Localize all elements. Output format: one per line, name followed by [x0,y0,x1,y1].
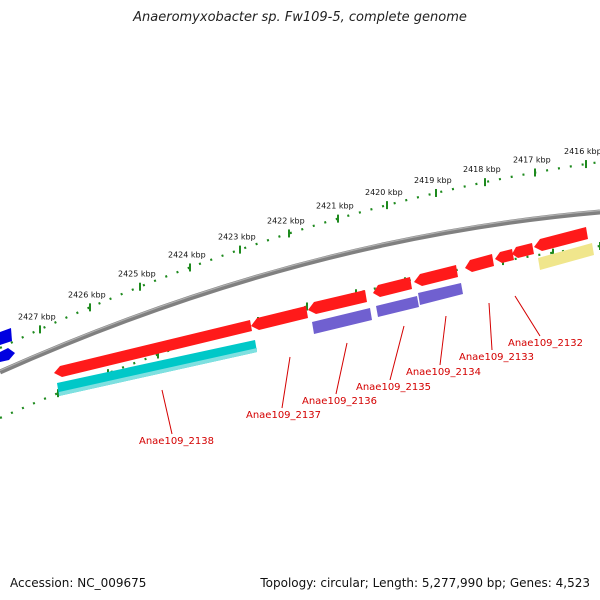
outer-ruler-labels: 2416 kbp 2417 kbp 2418 kbp 2419 kbp 2420 kbp… [18,147,600,321]
gene-bar-purple-3 [418,283,463,305]
ruler-label: 2427 kbp [18,312,56,321]
gene-edge-blue-2 [0,348,15,362]
genome-backbone-highlight [0,209,600,372]
gene-label-2134: Anae109_2134 [406,367,481,378]
ruler-label: 2420 kbp [365,188,403,197]
gene-label-2138: Anae109_2138 [139,436,214,447]
gene-bar-purple-1 [312,308,372,334]
gene-arrow-red-3 [308,290,367,314]
ruler-label: 2421 kbp [316,202,354,211]
ruler-label: 2417 kbp [513,155,551,164]
gene-edge-blue-1 [0,328,12,345]
figure-title: Anaeromyxobacter sp. Fw109-5, complete g… [133,10,467,25]
leader-line-2138 [161,389,173,435]
leader-line-2135 [389,325,405,381]
leader-line-2137 [281,356,291,409]
ruler-label: 2425 kbp [118,270,156,279]
leader-line-2134 [439,315,447,366]
gene-labels: Anae109_2132 Anae109_2133 Anae109_2134 A… [139,295,583,447]
ruler-label: 2418 kbp [463,165,501,174]
outer-ruler-ticks [39,160,587,334]
gene-arrow-red-7 [495,249,514,263]
gene-arrow-red-5 [414,265,458,286]
gene-bar-cyan-shade [59,348,257,396]
gene-label-2132: Anae109_2132 [508,338,583,349]
genome-backbone [0,209,600,375]
gene-arrow-red-6 [465,254,494,272]
accession-text: Accession: NC_009675 [10,576,147,590]
gene-bar-purple-2 [376,296,419,317]
gene-label-2133: Anae109_2133 [459,352,534,363]
reverse-strand-genes [57,243,594,396]
gene-arrow-red-4 [373,277,412,297]
ruler-label: 2416 kbp [564,147,600,156]
ruler-label: 2424 kbp [168,250,206,259]
gene-arrow-red-8 [512,243,534,258]
leader-line-2133 [488,302,493,351]
leader-line-2136 [335,342,348,395]
genome-summary-text: Topology: circular; Length: 5,277,990 bp… [260,576,590,590]
inner-ruler-track [0,244,600,420]
ruler-label: 2419 kbp [414,176,452,185]
gene-arrow-red-1 [54,320,252,377]
gene-arrow-red-2 [251,306,308,330]
gene-label-2137: Anae109_2137 [246,410,321,421]
gene-bar-yellow [538,243,594,270]
ruler-label: 2422 kbp [267,216,305,225]
ruler-label: 2426 kbp [68,290,106,299]
gene-label-2136: Anae109_2136 [302,396,377,407]
gene-arrow-red-9 [534,227,588,251]
gene-label-2135: Anae109_2135 [356,382,431,393]
ruler-label: 2423 kbp [218,233,256,242]
forward-strand-genes [54,227,588,377]
leader-line-2132 [514,295,541,337]
